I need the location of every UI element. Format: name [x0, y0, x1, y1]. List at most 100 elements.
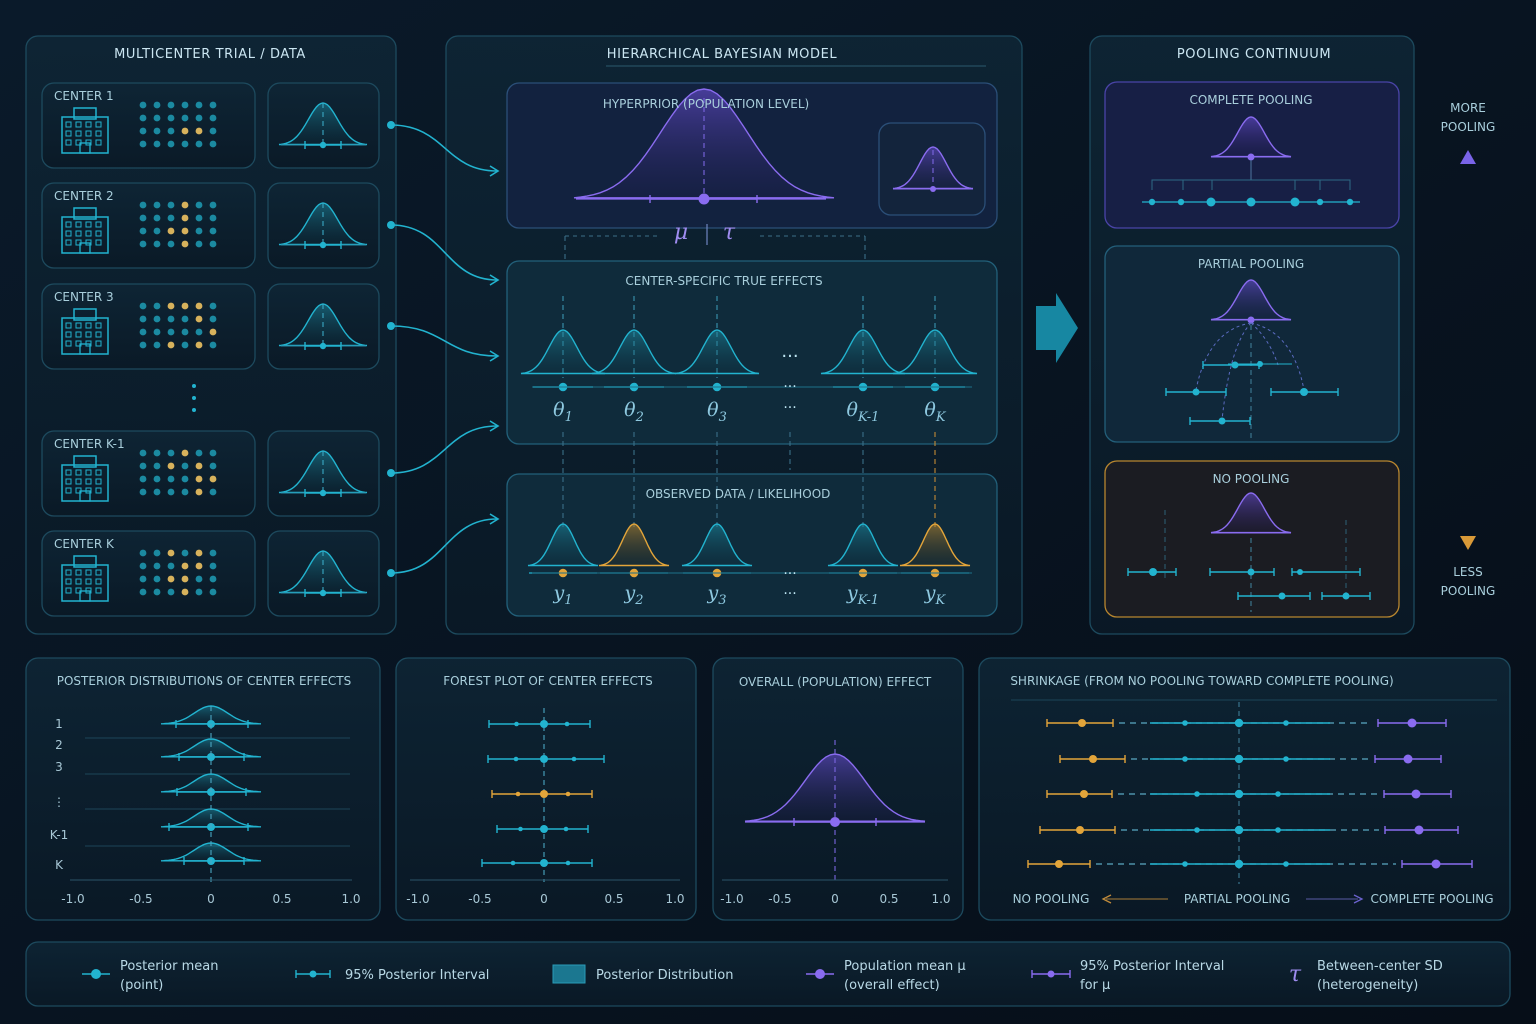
patient-dot	[195, 575, 203, 583]
patient-dot	[139, 101, 147, 109]
posterior-curve	[160, 738, 262, 758]
overall-tick: 1.0	[931, 892, 950, 906]
forest-minor-tick	[564, 721, 570, 727]
patient-dot	[181, 127, 189, 135]
building-window	[85, 322, 92, 329]
forest-minor-tick	[571, 756, 577, 762]
posterior-tick: 1.0	[341, 892, 360, 906]
patient-dot	[181, 562, 189, 570]
true-effects-title: CENTER-SPECIFIC TRUE EFFECTS	[625, 274, 822, 288]
complete-pooling-label: COMPLETE POOLING	[1189, 93, 1312, 107]
observed-box	[506, 473, 998, 617]
patient-dot	[181, 575, 189, 583]
forest-tick: 1.0	[665, 892, 684, 906]
theta-curve	[591, 329, 677, 375]
building-window	[75, 121, 82, 128]
building-window	[65, 478, 72, 485]
patient-dot	[167, 341, 175, 349]
building-window	[75, 569, 82, 576]
point-estimate	[1414, 825, 1424, 835]
building-window	[95, 469, 102, 476]
point-estimate	[1403, 754, 1413, 764]
patient-dot	[139, 475, 147, 483]
point-estimate	[1297, 569, 1303, 575]
model-title: HIERARCHICAL BAYESIAN MODEL	[607, 47, 838, 62]
forest-tick: 0	[540, 892, 548, 906]
theta-ellipsis: ···	[783, 400, 796, 416]
partial-estimate-point	[1234, 825, 1244, 835]
inset-point	[930, 186, 936, 192]
patient-dot	[167, 302, 175, 310]
legend-mu-icon	[815, 969, 825, 979]
building-window	[75, 221, 82, 228]
y-label: y1	[552, 582, 572, 608]
complete-center-point	[1246, 197, 1256, 207]
building-top	[73, 107, 97, 120]
patient-dot	[181, 549, 189, 557]
posterior-tick: -1.0	[61, 892, 84, 906]
hospital-icon	[61, 308, 109, 355]
connector-arrow	[390, 124, 498, 172]
building-top	[73, 555, 97, 568]
point-estimate	[830, 817, 840, 827]
hospital-icon	[61, 107, 109, 154]
patient-dot	[209, 140, 217, 148]
patient-dot	[153, 562, 161, 570]
forest-minor-tick	[565, 791, 571, 797]
y-label: yK	[924, 582, 947, 608]
patient-dot	[209, 127, 217, 135]
theta-label: θ2	[624, 399, 644, 425]
forest-tick: 0.5	[604, 892, 623, 906]
point-estimate	[1278, 592, 1286, 600]
forest-minor-tick	[563, 826, 569, 832]
patient-dot	[181, 101, 189, 109]
building-window	[85, 221, 92, 228]
shrink-complete-label: COMPLETE POOLING	[1370, 892, 1493, 906]
partial-minor-point	[1283, 756, 1289, 762]
point-estimate	[1411, 789, 1421, 799]
point-estimate	[319, 342, 327, 350]
arrow-head	[489, 165, 500, 177]
point-estimate	[1342, 592, 1350, 600]
point-estimate	[1218, 417, 1226, 425]
complete-center-point	[1316, 198, 1324, 206]
building-window	[95, 478, 102, 485]
point-estimate	[1300, 388, 1308, 396]
no-pooling-box	[1104, 460, 1400, 618]
patient-dot	[167, 588, 175, 596]
patient-dot	[167, 315, 175, 323]
patient-dot	[195, 214, 203, 222]
patient-dot	[153, 315, 161, 323]
inset-curve	[892, 146, 974, 190]
theta-label: θK-1	[847, 399, 880, 425]
likelihood-curve	[527, 523, 599, 567]
more-pooling-label: POOLING	[1441, 120, 1496, 134]
building-window	[95, 331, 102, 338]
point-estimate	[540, 720, 548, 728]
patient-dot	[153, 201, 161, 209]
patient-dot	[139, 341, 147, 349]
overall-tick: -1.0	[720, 892, 743, 906]
legend-label: Between-center SD	[1317, 959, 1443, 974]
hospital-icon	[61, 207, 109, 254]
patient-dot	[209, 488, 217, 496]
patient-dot	[153, 575, 161, 583]
building-window	[75, 322, 82, 329]
building-window	[75, 130, 82, 137]
point-estimate	[1078, 719, 1086, 727]
center-label: CENTER K	[54, 537, 115, 551]
point-estimate	[698, 193, 710, 205]
partial-point-extra	[1257, 361, 1263, 367]
patient-dot	[139, 201, 147, 209]
patient-dot	[167, 127, 175, 135]
patient-dot	[195, 462, 203, 470]
patient-dot	[181, 227, 189, 235]
partial-estimate-point	[1234, 718, 1244, 728]
building-top	[73, 308, 97, 321]
likelihood-curve	[827, 523, 899, 567]
hyperprior-title: HYPERPRIOR (POPULATION LEVEL)	[603, 97, 809, 111]
building-window	[85, 578, 92, 585]
building-window	[95, 121, 102, 128]
posterior-row-label: 1	[55, 717, 63, 731]
shrink-right-head	[1353, 894, 1364, 904]
